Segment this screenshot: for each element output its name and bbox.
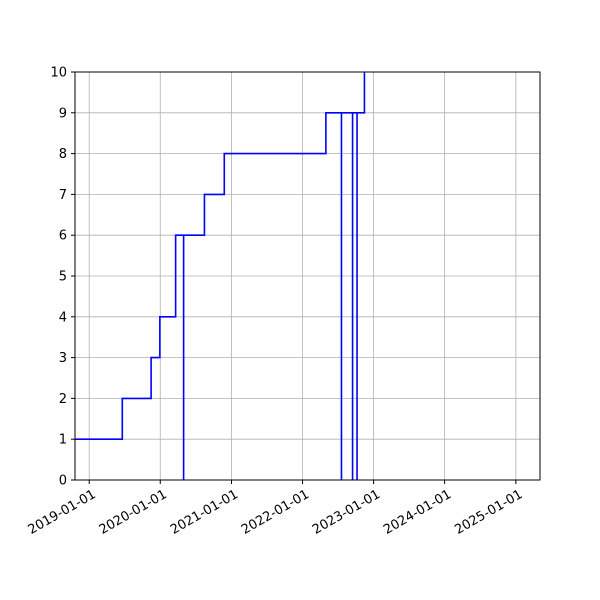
y-tick-label: 0: [59, 474, 67, 489]
y-tick-label: 7: [59, 188, 67, 203]
y-tick-label: 4: [59, 310, 67, 325]
y-tick-label: 10: [50, 66, 67, 81]
y-tick-label: 9: [59, 106, 67, 121]
y-tick-label: 8: [59, 147, 67, 162]
y-tick-label: 6: [59, 229, 67, 244]
y-tick-label: 5: [59, 270, 67, 285]
series-line: [75, 72, 366, 480]
y-tick-label: 2: [59, 392, 67, 407]
y-tick-label: 1: [59, 433, 67, 448]
y-tick-label: 3: [59, 351, 67, 366]
